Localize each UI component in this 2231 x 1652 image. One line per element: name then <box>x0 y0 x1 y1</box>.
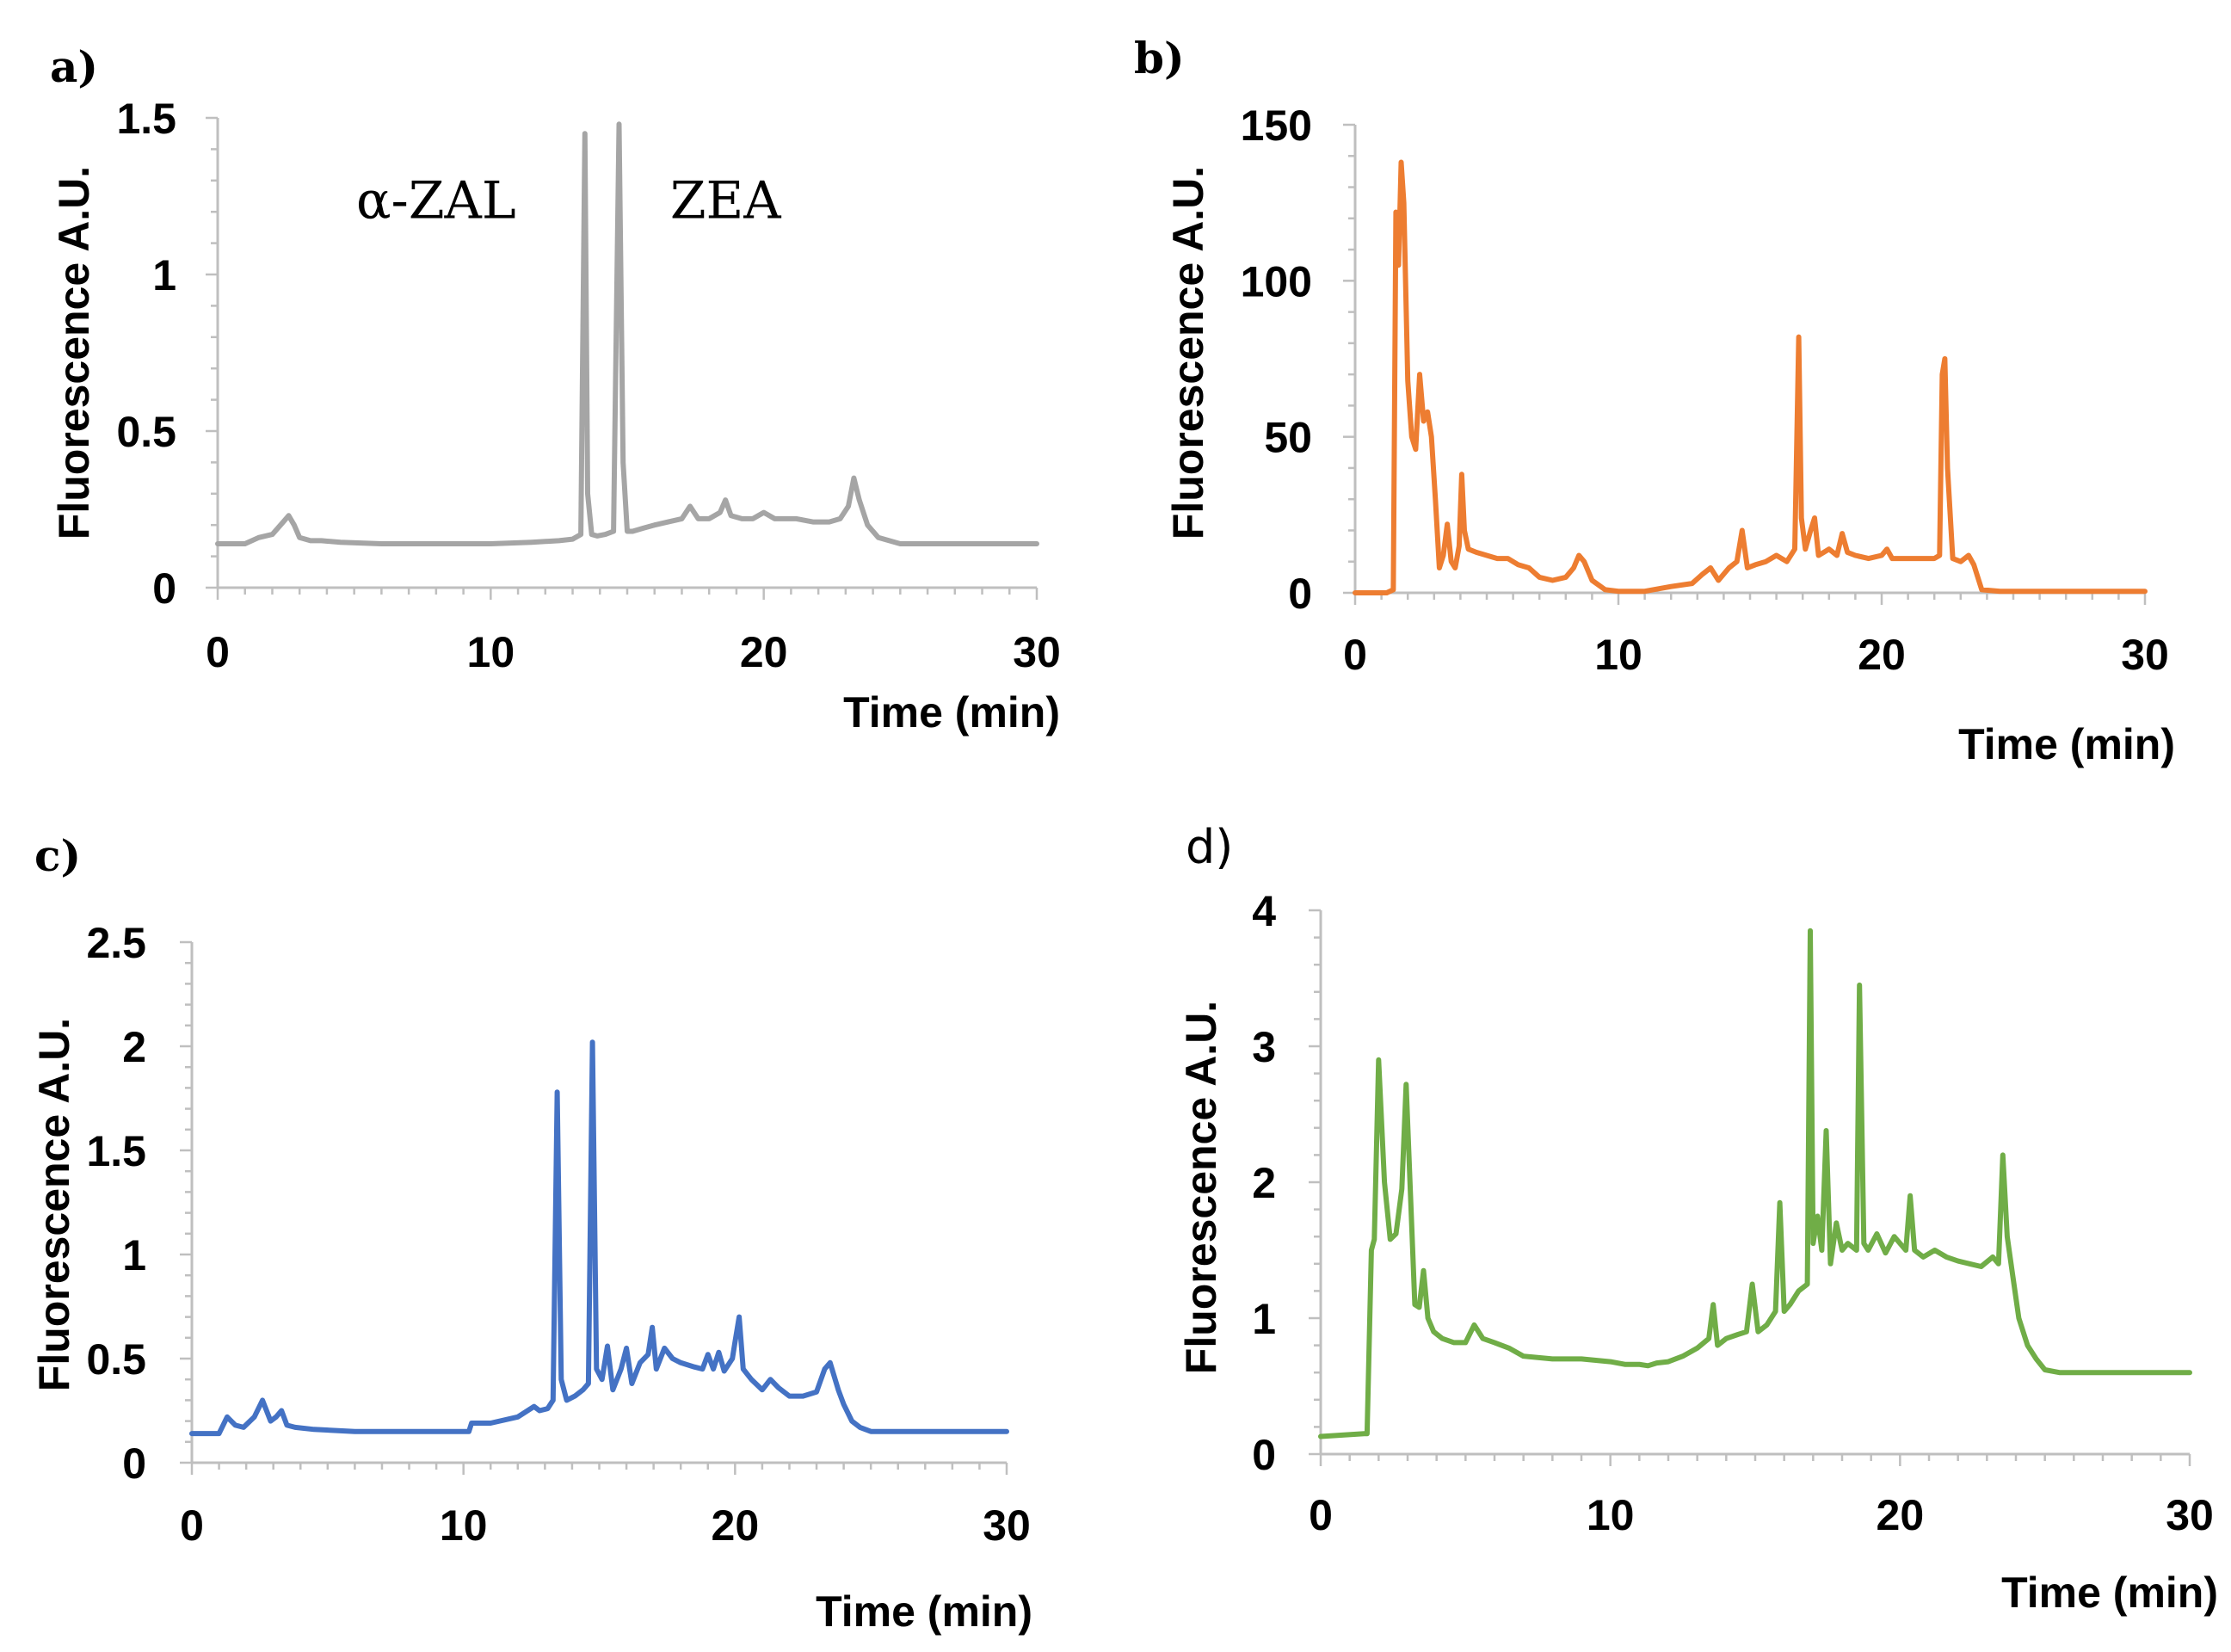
y-tick-label: 0.5 <box>116 408 176 456</box>
x-tick-label: 10 <box>440 1501 488 1550</box>
y-tick-label: 1 <box>122 1231 146 1279</box>
x-tick-label: 10 <box>1587 1491 1635 1539</box>
y-tick-label: 0.5 <box>86 1335 146 1384</box>
x-tick-label: 10 <box>1594 631 1642 679</box>
y-tick-label: 1.5 <box>116 95 176 143</box>
panel-label: c) <box>34 830 81 881</box>
x-tick-label: 30 <box>2121 631 2169 679</box>
panel-label: b) <box>1134 33 1185 83</box>
y-tick-label: 0 <box>152 564 176 613</box>
x-tick-label: 0 <box>1343 631 1367 679</box>
y-tick-label: 2 <box>1252 1159 1276 1207</box>
y-axis-title: Fluorescence A.U. <box>30 1018 78 1391</box>
y-tick-label: 2 <box>122 1023 146 1071</box>
y-tick-label: 0 <box>122 1439 146 1488</box>
x-tick-label: 30 <box>2166 1491 2214 1539</box>
peak-annotation: ZEA <box>670 170 781 231</box>
y-tick-label: 0 <box>1252 1431 1276 1479</box>
x-tick-label: 20 <box>740 628 788 676</box>
chart-panel-d: d) 0 1 2 3 4 0 10 20 30 Fluorescence A.U. Time (min… <box>1177 820 2218 1617</box>
x-tick-label: 20 <box>1877 1491 1925 1539</box>
x-tick-label: 30 <box>1013 628 1061 676</box>
y-tick-label: 100 <box>1241 257 1312 305</box>
y-axis-title: Fluorescence A.U. <box>1177 1001 1225 1374</box>
x-tick-label: 20 <box>1858 631 1906 679</box>
y-axis-title: Fluorescence A.U. <box>1164 166 1212 539</box>
x-axis-title: Time (min) <box>1958 720 2175 768</box>
y-tick-label: 1.5 <box>86 1127 146 1175</box>
panel-label: a) <box>50 41 98 92</box>
y-tick-label: 150 <box>1241 102 1312 150</box>
y-axis-title: Fluorescence A.U. <box>50 166 98 539</box>
y-tick-label: 1 <box>152 251 176 299</box>
chart-panel-b: b) 0 50 100 150 0 10 20 30 Fluorescence A.U. Time … <box>1134 33 2175 768</box>
y-tick-label: 4 <box>1252 887 1276 935</box>
x-tick-label: 0 <box>1309 1491 1333 1539</box>
x-tick-label: 0 <box>180 1501 204 1550</box>
panel-label: d) <box>1186 820 1233 874</box>
x-tick-label: 0 <box>206 628 230 676</box>
x-axis-title: Time (min) <box>2001 1569 2218 1617</box>
chromatogram-trace <box>1318 928 2192 1439</box>
chart-panel-a: a) 0 0.5 1 1.5 0 10 20 30 Fluorescence A.U. Time (… <box>50 41 1061 737</box>
chromatogram-trace <box>189 1039 1009 1437</box>
x-axis-title: Time (min) <box>816 1587 1032 1636</box>
chromatogram-trace <box>215 121 1039 546</box>
x-tick-label: 30 <box>983 1501 1031 1550</box>
chromatogram-trace <box>1353 159 2148 595</box>
y-tick-label: 50 <box>1264 414 1312 462</box>
y-tick-label: 2.5 <box>86 919 146 967</box>
x-axis-title: Time (min) <box>843 688 1060 737</box>
chart-panel-c: c) 0 0.5 1 1.5 2 2.5 0 10 20 30 Fluorescence A.U. Ti… <box>30 830 1032 1636</box>
y-tick-label: 0 <box>1288 570 1312 618</box>
x-tick-label: 20 <box>712 1501 760 1550</box>
x-tick-label: 10 <box>467 628 515 676</box>
y-tick-label: 3 <box>1252 1023 1276 1071</box>
y-tick-label: 1 <box>1252 1295 1276 1343</box>
peak-annotation: α-ZAL <box>356 170 516 231</box>
